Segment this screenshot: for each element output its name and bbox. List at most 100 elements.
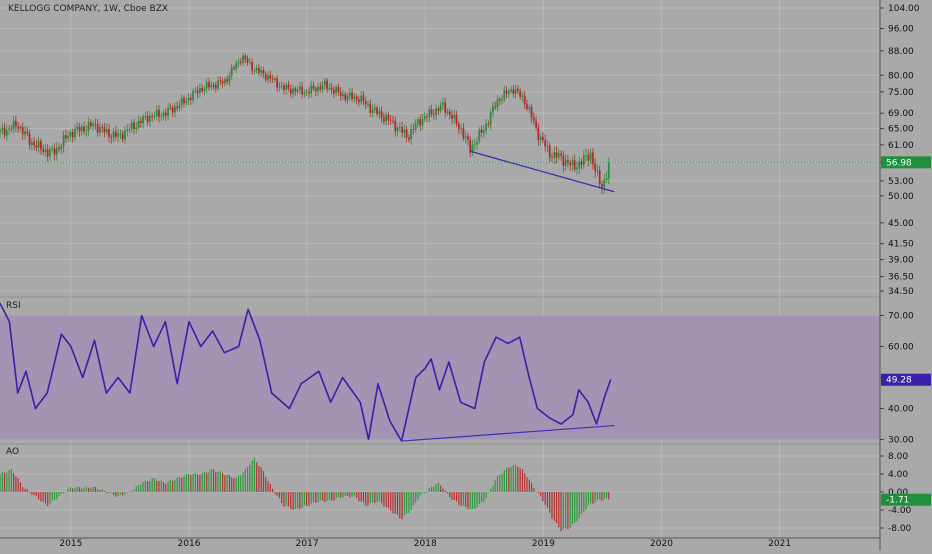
candle-body bbox=[523, 95, 526, 105]
candle-body bbox=[317, 86, 319, 92]
candle-body bbox=[33, 141, 35, 146]
candle-body bbox=[482, 130, 485, 133]
ao-bar bbox=[251, 460, 253, 492]
ao-bar bbox=[97, 489, 99, 492]
ao-bar bbox=[140, 484, 142, 492]
candle-body bbox=[153, 115, 156, 117]
candle-body bbox=[480, 129, 483, 133]
candle-body bbox=[244, 55, 247, 60]
ao-last-badge bbox=[881, 493, 931, 506]
candle-body bbox=[26, 131, 29, 134]
candle-body bbox=[358, 99, 360, 103]
ao-bar bbox=[56, 492, 58, 500]
candle-body bbox=[12, 120, 15, 129]
candle-body bbox=[187, 97, 190, 101]
candle-body bbox=[269, 75, 272, 79]
ao-bar bbox=[560, 492, 562, 532]
candle-body bbox=[376, 107, 378, 114]
candle-body bbox=[321, 85, 324, 90]
candle-body bbox=[555, 152, 558, 158]
candle-body bbox=[476, 141, 478, 145]
ao-bar bbox=[306, 492, 308, 506]
ao-bar bbox=[90, 488, 92, 492]
candle-body bbox=[10, 128, 13, 130]
candle-body bbox=[301, 86, 304, 95]
ao-bar bbox=[101, 489, 103, 492]
ao-bar bbox=[287, 492, 290, 507]
candle-body bbox=[451, 115, 453, 119]
candle-body bbox=[469, 139, 472, 153]
candle-body bbox=[498, 99, 501, 101]
candle-body bbox=[566, 160, 569, 163]
candle-body bbox=[596, 170, 599, 172]
candle-body bbox=[444, 102, 447, 113]
candle-body bbox=[601, 184, 603, 188]
ao-bar bbox=[530, 482, 533, 492]
ao-bar bbox=[283, 492, 285, 507]
ao-bar bbox=[310, 492, 312, 504]
ao-tick-label: -8.00 bbox=[888, 524, 912, 534]
candle-body bbox=[569, 162, 572, 165]
candle-body bbox=[226, 79, 229, 82]
candle-body bbox=[487, 123, 490, 125]
ao-bar bbox=[290, 492, 292, 510]
ao-bar bbox=[321, 492, 324, 501]
candle-body bbox=[512, 89, 515, 94]
ao-bar bbox=[26, 489, 28, 492]
ao-bar bbox=[458, 492, 460, 506]
ao-bar bbox=[13, 473, 15, 492]
candle-body bbox=[5, 129, 8, 136]
ao-bar bbox=[6, 472, 8, 492]
ao-bar bbox=[233, 478, 235, 492]
ao-bar bbox=[94, 486, 97, 492]
candle-body bbox=[417, 119, 419, 124]
ao-bar bbox=[201, 472, 203, 492]
ao-bar bbox=[63, 492, 65, 494]
ao-bar bbox=[183, 476, 185, 492]
ao-bar bbox=[387, 492, 390, 508]
ao-bar bbox=[421, 492, 424, 494]
ao-title: AO bbox=[6, 447, 19, 457]
last-price-label: 56.98 bbox=[886, 158, 912, 168]
ao-bar bbox=[185, 474, 187, 492]
ao-bar bbox=[390, 492, 392, 511]
candle-body bbox=[180, 97, 183, 106]
ao-bar bbox=[480, 492, 483, 503]
candle-body bbox=[296, 89, 299, 92]
candle-body bbox=[576, 167, 578, 170]
ao-bar bbox=[212, 469, 215, 492]
ao-bar bbox=[358, 492, 360, 502]
ao-bar bbox=[385, 492, 387, 508]
ao-bar bbox=[237, 475, 240, 492]
candle-body bbox=[532, 117, 535, 121]
ao-bar bbox=[85, 486, 87, 492]
candle-body bbox=[471, 144, 474, 153]
candle-body bbox=[183, 97, 185, 104]
candle-body bbox=[514, 88, 517, 94]
ao-bar bbox=[540, 492, 542, 497]
ao-bar bbox=[231, 477, 233, 492]
ao-bar bbox=[149, 480, 151, 492]
candle-body bbox=[135, 127, 138, 129]
candle-body bbox=[342, 94, 344, 97]
candle-body bbox=[607, 162, 610, 179]
candle-body bbox=[401, 127, 403, 133]
candle-body bbox=[355, 96, 358, 100]
candle-body bbox=[453, 114, 456, 119]
ao-bar bbox=[60, 492, 62, 494]
candle-body bbox=[537, 127, 540, 141]
candle-body bbox=[139, 120, 142, 124]
candle-body bbox=[328, 87, 331, 89]
ao-bar bbox=[526, 477, 528, 492]
candle-body bbox=[517, 88, 519, 91]
ao-bar bbox=[19, 482, 22, 492]
ao-bar bbox=[208, 471, 210, 492]
candle-body bbox=[74, 129, 76, 138]
candle-body bbox=[385, 114, 388, 122]
ao-bar bbox=[156, 480, 158, 492]
candle-body bbox=[380, 111, 383, 118]
ao-bar bbox=[446, 492, 449, 494]
candle-body bbox=[521, 95, 524, 97]
candle-body bbox=[292, 88, 294, 94]
